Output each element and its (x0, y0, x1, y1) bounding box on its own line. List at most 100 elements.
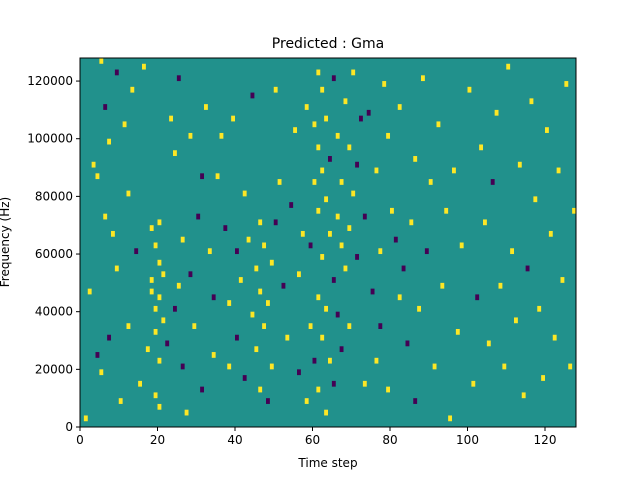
heatmap-cell (176, 75, 181, 82)
heatmap-cell (235, 334, 239, 341)
heatmap-cell (269, 259, 274, 266)
heatmap-cell (514, 317, 518, 324)
heatmap-cell (262, 323, 267, 329)
heatmap-cell (149, 277, 154, 283)
heatmap-cell (320, 334, 325, 341)
heatmap-cell (107, 334, 112, 341)
heatmap-cell (424, 248, 429, 255)
y-tick-label: 100000 (27, 132, 73, 146)
x-tick-label: 0 (76, 433, 84, 447)
heatmap-cell (351, 190, 356, 197)
heatmap-cell (390, 207, 394, 214)
heatmap-cell (339, 242, 344, 249)
heatmap-cells (83, 58, 577, 422)
heatmap-cell (142, 63, 146, 70)
heatmap-cell (254, 346, 259, 353)
heatmap-cell (161, 271, 166, 278)
heatmap-cell (223, 225, 228, 231)
heatmap-cell (184, 409, 189, 416)
heatmap-cell (157, 259, 162, 266)
heatmap-cell (297, 369, 301, 376)
heatmap-cell (138, 380, 143, 387)
heatmap-cell (87, 288, 92, 295)
x-tick-label: 120 (534, 433, 557, 447)
y-tick-label: 40000 (35, 305, 73, 319)
heatmap-cell (552, 334, 557, 341)
heatmap-cell (362, 380, 367, 387)
heatmap-cell (339, 179, 344, 185)
heatmap-cell (324, 305, 329, 312)
heatmap-cell (417, 305, 422, 312)
heatmap-cell (258, 288, 263, 295)
heatmap-cell (281, 282, 286, 289)
x-axis: 0 20 40 60 80 100 120 (76, 427, 556, 447)
heatmap-cell (149, 225, 154, 231)
heatmap-cell (312, 357, 317, 364)
heatmap-cell (227, 363, 232, 370)
heatmap-cell (258, 219, 263, 226)
y-axis: 0 20000 40000 60000 80000 100000 120000 (27, 74, 80, 434)
heatmap-cell (413, 156, 418, 162)
heatmap-cell (83, 415, 88, 422)
heatmap-cell (517, 161, 522, 168)
heatmap-cell (211, 352, 216, 358)
heatmap-cell (347, 225, 352, 231)
heatmap-cell (343, 98, 348, 105)
heatmap-cell (316, 144, 321, 151)
heatmap-cell (211, 294, 216, 301)
heatmap-cell (95, 352, 100, 358)
heatmap-cell (343, 265, 348, 272)
heatmap-cell (258, 386, 263, 393)
y-tick-label: 20000 (35, 362, 73, 376)
heatmap-cell (324, 409, 329, 416)
heatmap-cell (99, 369, 104, 376)
heatmap-cell (165, 340, 170, 347)
heatmap-cell (320, 254, 325, 260)
heatmap-cell (269, 363, 274, 370)
heatmap-cell (157, 219, 162, 226)
heatmap-cell (242, 190, 247, 197)
heatmap-cell (537, 305, 542, 312)
heatmap-cell (266, 300, 270, 306)
heatmap-cell (479, 144, 484, 151)
heatmap-cell (161, 317, 166, 324)
y-tick-label: 60000 (35, 247, 73, 261)
heatmap-cell (304, 398, 309, 404)
heatmap-cell (111, 230, 115, 237)
heatmap-cell (254, 265, 259, 272)
heatmap-cell (572, 207, 577, 214)
heatmap-cell (362, 213, 367, 220)
heatmap-cell (300, 230, 305, 237)
heatmap-cell (107, 138, 112, 145)
heatmap-cell (560, 277, 565, 283)
heatmap-cell (409, 219, 414, 226)
heatmap-cell (285, 334, 290, 341)
heatmap-cell (331, 75, 336, 82)
heatmap-cell (490, 179, 495, 185)
heatmap-cell (397, 104, 402, 110)
heatmap-cell (153, 392, 158, 399)
heatmap-cell (405, 340, 410, 347)
y-tick-label: 120000 (27, 74, 73, 88)
heatmap-cell (320, 86, 325, 93)
heatmap-cell (541, 375, 546, 381)
heatmap-cell (153, 305, 158, 312)
heatmap-cell (428, 179, 433, 185)
heatmap-cell (126, 190, 131, 197)
heatmap-cell (401, 265, 406, 272)
heatmap-cell (153, 242, 158, 249)
heatmap-cell (382, 81, 387, 87)
heatmap-cell (134, 248, 139, 255)
heatmap-cell (122, 121, 127, 128)
heatmap-cell (235, 248, 239, 255)
heatmap-cell (510, 248, 515, 255)
heatmap-cell (475, 294, 480, 301)
heatmap-cell (118, 398, 123, 404)
heatmap-cell (324, 115, 329, 122)
heatmap-cell (328, 357, 332, 364)
x-axis-label: Time step (297, 456, 357, 470)
heatmap-cell (506, 63, 511, 70)
plot-area (79, 57, 577, 428)
heatmap-cell (436, 121, 441, 128)
